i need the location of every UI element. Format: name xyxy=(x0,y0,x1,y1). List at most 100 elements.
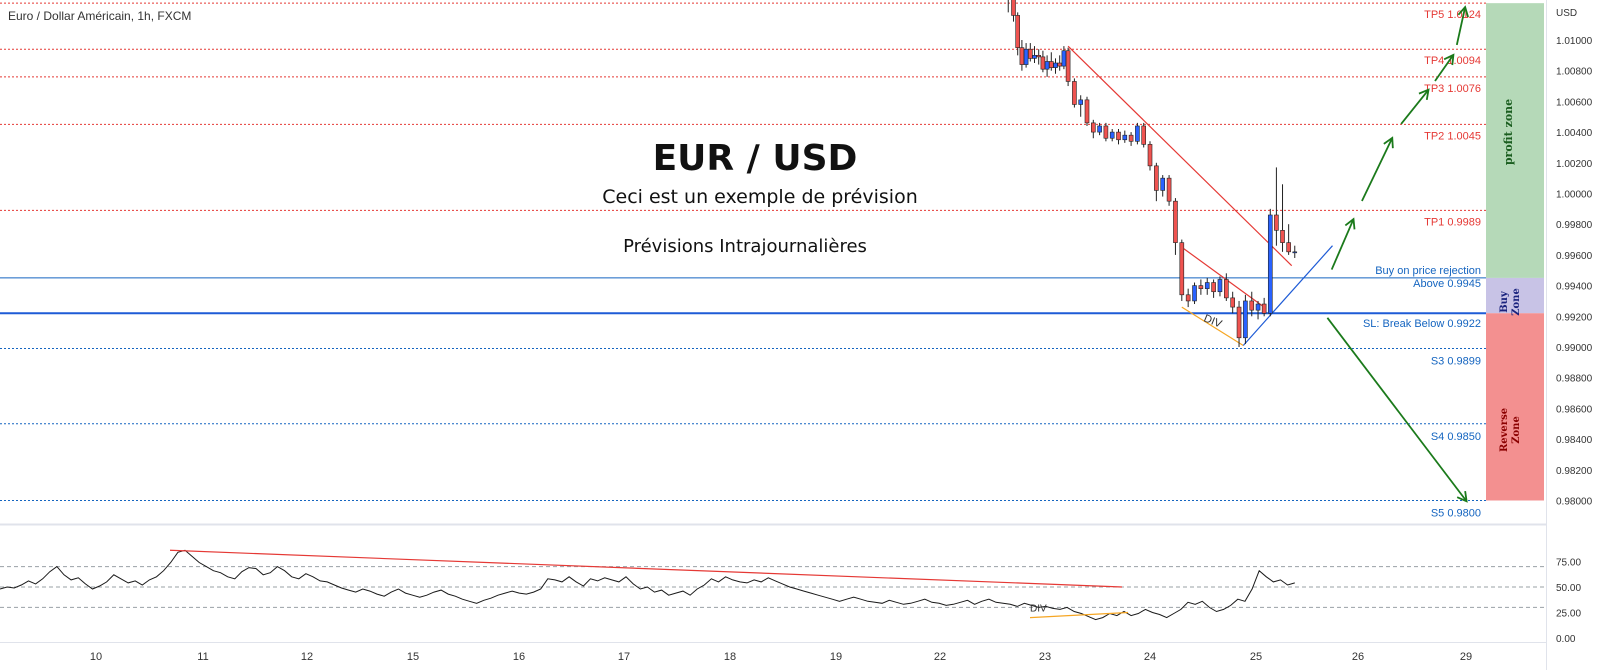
candle xyxy=(1103,122,1109,142)
symbol-title: Euro / Dollar Américain, 1h, FXCM xyxy=(8,9,191,23)
candle xyxy=(1179,239,1185,301)
candle xyxy=(1032,46,1037,64)
candle-body xyxy=(1072,81,1077,105)
candle-body xyxy=(1243,300,1248,339)
candle-body xyxy=(1198,285,1204,289)
price-tick-2: 1.00600 xyxy=(1556,97,1593,108)
candle xyxy=(1236,300,1242,347)
candle xyxy=(1204,277,1210,295)
rsi-line xyxy=(0,549,1295,621)
candle xyxy=(1036,49,1041,65)
projection-arrow-0 xyxy=(1330,217,1356,270)
candle xyxy=(1160,175,1166,197)
price-tick-6: 0.99800 xyxy=(1556,220,1593,231)
candle-body xyxy=(1160,177,1166,191)
rsi-divergence-label: DIV xyxy=(1030,603,1047,614)
candle xyxy=(1154,162,1159,202)
price-tick-10: 0.99000 xyxy=(1556,343,1593,354)
candle-body xyxy=(1166,177,1172,202)
candle xyxy=(1141,122,1146,148)
candle xyxy=(1243,294,1248,344)
candle-body xyxy=(1185,294,1191,302)
time-tick-13: 29 xyxy=(1460,651,1472,663)
reverse-zone xyxy=(1486,313,1544,501)
time-tick-11: 25 xyxy=(1250,651,1262,663)
rsi-tick-2: 25.00 xyxy=(1556,609,1581,620)
candle xyxy=(1044,55,1050,77)
candle xyxy=(1015,12,1021,56)
projection-arrow-4 xyxy=(1455,5,1469,46)
main-title: EUR / USD xyxy=(653,138,858,179)
candle xyxy=(1249,291,1255,317)
candle-body xyxy=(1044,61,1050,70)
price-tick-14: 0.98200 xyxy=(1556,466,1593,477)
price-axis-unit: USD xyxy=(1556,8,1577,19)
candle xyxy=(1116,129,1121,145)
candle-body xyxy=(1267,214,1273,314)
candle xyxy=(1267,208,1273,317)
candle-body xyxy=(1078,99,1083,105)
candle-body xyxy=(1023,48,1029,65)
candle-body xyxy=(1057,62,1062,67)
candle-layer xyxy=(1007,0,1298,347)
level-label-4: TP1 0.9989 xyxy=(1424,216,1481,228)
candle xyxy=(1122,130,1128,143)
price-tick-13: 0.98400 xyxy=(1556,435,1593,446)
price-tick-4: 1.00200 xyxy=(1556,159,1593,170)
candle xyxy=(1007,0,1009,13)
candle-body xyxy=(1032,55,1037,59)
time-tick-10: 24 xyxy=(1144,651,1156,663)
candle xyxy=(1198,279,1204,295)
candle-body xyxy=(1236,306,1242,339)
projection-arrows xyxy=(1326,5,1469,503)
rsi-trend-orange xyxy=(1029,611,1129,619)
buy-zone-label-2: Zone xyxy=(1511,288,1522,316)
reverse-arrow xyxy=(1326,317,1468,503)
reverse-zone-label-2: Zone xyxy=(1511,416,1522,444)
candle-body xyxy=(1061,50,1067,67)
trend-orange-div xyxy=(1181,306,1244,346)
level-label-7: S3 0.9899 xyxy=(1431,356,1481,368)
candle xyxy=(1173,198,1178,255)
candle-body xyxy=(1109,131,1115,139)
level-label-8: S4 0.9850 xyxy=(1431,431,1481,443)
axis-layer: USD 1.01000 1.00800 1.00600 1.00400 1.00200 1.… xyxy=(90,8,1593,663)
candle-body xyxy=(1173,200,1178,243)
candle xyxy=(1147,141,1153,171)
price-tick-9: 0.99200 xyxy=(1556,312,1593,323)
candle xyxy=(1072,78,1077,108)
buy-zone-label-1: Buy xyxy=(1499,290,1510,313)
divergence-label: DIV xyxy=(1202,313,1224,331)
candle xyxy=(1185,288,1191,308)
profit-zone xyxy=(1486,3,1544,278)
candle-body xyxy=(1230,297,1235,308)
price-tick-5: 1.00000 xyxy=(1556,190,1593,201)
trend-red-main xyxy=(1067,45,1293,267)
projection-arrow-1 xyxy=(1361,136,1394,202)
candle-body xyxy=(1065,50,1071,82)
candle xyxy=(1166,175,1172,206)
candle-body xyxy=(1147,144,1153,167)
rsi-trend-red xyxy=(169,549,1123,588)
candle xyxy=(1274,167,1279,246)
entry-level-label: Above 0.9945 xyxy=(1413,278,1481,290)
candle xyxy=(1192,282,1197,305)
buy-zone xyxy=(1486,277,1544,314)
candle-body xyxy=(1286,242,1291,253)
candle xyxy=(1224,273,1229,301)
reverse-zone-label-1: Reverse xyxy=(1499,408,1510,452)
price-tick-7: 0.99600 xyxy=(1556,251,1593,262)
subtitle: Ceci est un exemple de prévision xyxy=(602,186,918,208)
candle xyxy=(1091,119,1096,139)
candle-body xyxy=(1154,165,1159,191)
candle-body xyxy=(1122,134,1128,141)
candle-body xyxy=(1049,61,1054,68)
candle-body xyxy=(1204,282,1210,289)
price-tick-1: 1.00800 xyxy=(1556,67,1593,78)
rsi-tick-0: 75.00 xyxy=(1556,558,1581,569)
time-tick-4: 16 xyxy=(513,651,525,663)
candle xyxy=(1049,52,1054,71)
candle xyxy=(1028,43,1033,62)
time-tick-6: 18 xyxy=(724,651,736,663)
